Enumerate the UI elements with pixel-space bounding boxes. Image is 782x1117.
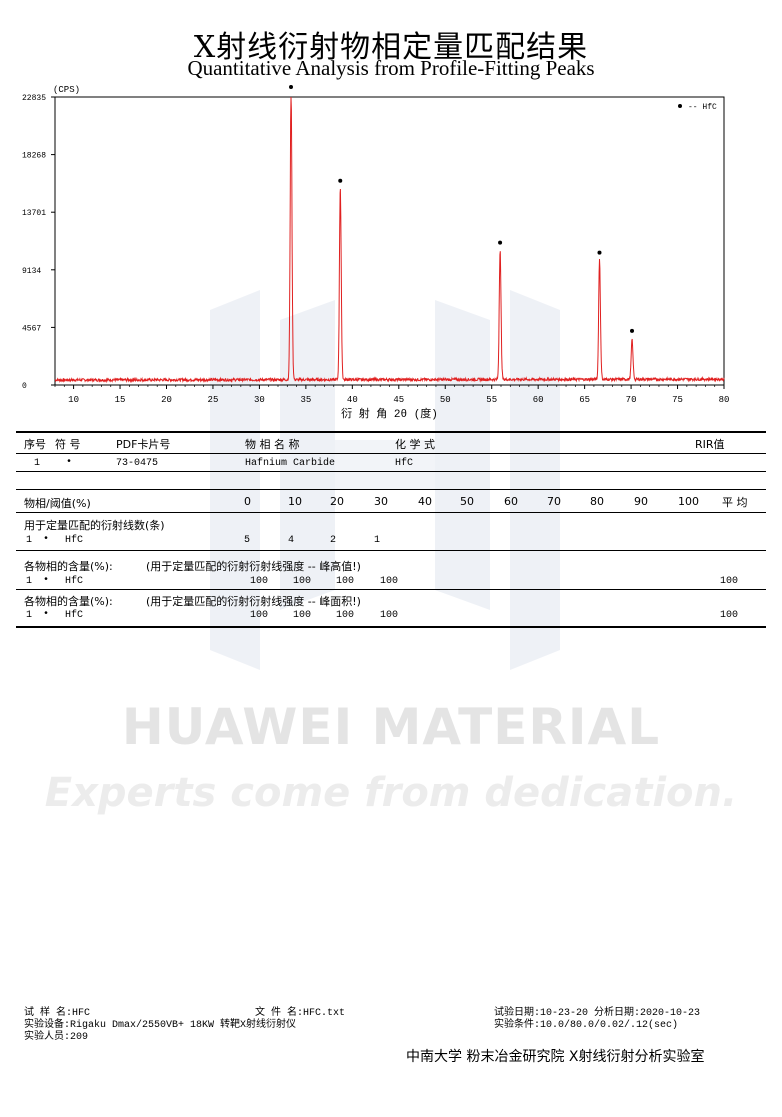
peak-marker xyxy=(630,328,635,333)
height-row-value: 100 xyxy=(380,576,399,587)
footer-equipment: 实验设备:Rigaku Dmax/2550VB+ 18KW 转靶X射线衍射仪 xyxy=(24,1020,297,1031)
y-tick-label: 9134 xyxy=(22,267,41,276)
y-tick-label: 18268 xyxy=(22,152,46,161)
header-symbol: 符 号 xyxy=(55,438,81,451)
lines-row-symbol: • xyxy=(43,534,50,545)
y-axis-label: (CPS) xyxy=(53,85,80,95)
threshold-column: 40 xyxy=(418,495,432,508)
height-row-value: 100 xyxy=(293,576,312,587)
peak-marker xyxy=(498,240,503,245)
height-row-average: 100 xyxy=(720,576,739,587)
legend-label: -- HfC xyxy=(688,103,717,112)
footer-conditions: 实验条件:10.0/80.0/0.02/.12(sec) xyxy=(494,1020,679,1031)
header-formula: 化 学 式 xyxy=(395,438,435,451)
area-row-value: 100 xyxy=(336,610,355,621)
x-tick-label: 15 xyxy=(115,395,126,405)
threshold-column: 50 xyxy=(460,495,474,508)
threshold-column: 30 xyxy=(374,495,388,508)
y-tick-label: 13701 xyxy=(22,209,46,218)
row-seq: 1 xyxy=(34,458,41,469)
x-tick-label: 40 xyxy=(347,395,358,405)
area-row-value: 100 xyxy=(380,610,399,621)
footer-operator: 实验人员:209 xyxy=(24,1032,89,1043)
header-rir: RIR值 xyxy=(695,438,725,451)
content-height-label: 各物相的含量(%): xyxy=(24,560,113,573)
x-tick-label: 45 xyxy=(393,395,404,405)
footer-file: 文 件 名:HFC.txt xyxy=(255,1008,346,1019)
footer-lab: 中南大学 粉末冶金研究院 X射线衍射分析实验室 xyxy=(406,1049,705,1065)
header-phase-name: 物 相 名 称 xyxy=(245,438,300,451)
footer-test-date: 试验日期:10-23-20 分析日期:2020-10-23 xyxy=(494,1008,701,1019)
x-tick-label: 10 xyxy=(68,395,79,405)
threshold-column: 60 xyxy=(504,495,518,508)
x-tick-label: 55 xyxy=(486,395,497,405)
x-tick-label: 60 xyxy=(533,395,544,405)
x-tick-label: 30 xyxy=(254,395,265,405)
content-height-note: (用于定量匹配的衍射衍射线强度 -- 峰高值!) xyxy=(146,560,361,573)
lines-section-title: 用于定量匹配的衍射线数(条) xyxy=(24,519,165,532)
height-row-value: 100 xyxy=(250,576,269,587)
y-tick-label: 4567 xyxy=(22,324,41,333)
lines-row-value: 1 xyxy=(374,535,381,546)
x-tick-label: 80 xyxy=(719,395,730,405)
area-row-average: 100 xyxy=(720,610,739,621)
header-seq: 序号 xyxy=(24,438,46,451)
area-row-phase: HfC xyxy=(65,610,84,621)
peak-marker xyxy=(289,85,294,89)
threshold-label: 物相/阈值(%) xyxy=(24,497,91,510)
x-axis-label: 衍 射 角 2θ (度) xyxy=(341,406,438,421)
watermark-slogan: Experts come from dedication. xyxy=(44,770,738,816)
x-tick-label: 65 xyxy=(579,395,590,405)
threshold-column: 10 xyxy=(288,495,302,508)
x-tick-label: 50 xyxy=(440,395,451,405)
peak-marker xyxy=(597,250,602,255)
row-symbol: • xyxy=(66,457,73,468)
threshold-column: 20 xyxy=(330,495,344,508)
area-row-symbol: • xyxy=(43,609,50,620)
legend-marker xyxy=(678,104,682,108)
threshold-average: 平 均 xyxy=(722,496,748,509)
plot-frame xyxy=(54,96,725,386)
lines-row-value: 4 xyxy=(288,535,295,546)
threshold-column: 90 xyxy=(634,495,648,508)
y-tick-label: 22835 xyxy=(22,94,46,103)
threshold-column: 70 xyxy=(547,495,561,508)
peak-marker xyxy=(338,178,343,183)
area-row-value: 100 xyxy=(293,610,312,621)
content-area-label: 各物相的含量(%): xyxy=(24,595,113,608)
watermark-brand: HUAWEI MATERIAL xyxy=(121,698,661,756)
threshold-column: 0 xyxy=(244,495,251,508)
lines-row-phase: HfC xyxy=(65,535,84,546)
xrd-chart: 0 4567 9134 13701 18268 22835 10 15 20 25 30 35 40 45… xyxy=(22,85,730,421)
row-formula: HfC xyxy=(395,458,414,469)
content-area-note: (用于定量匹配的衍射衍射线强度 -- 峰面积!) xyxy=(146,595,361,608)
area-row-seq: 1 xyxy=(26,610,33,621)
area-row-value: 100 xyxy=(250,610,269,621)
threshold-column: 80 xyxy=(590,495,604,508)
lines-row-seq: 1 xyxy=(26,535,33,546)
x-tick-label: 20 xyxy=(161,395,172,405)
x-tick-label: 75 xyxy=(672,395,683,405)
x-tick-label: 25 xyxy=(208,395,219,405)
y-tick-label: 0 xyxy=(22,382,27,391)
height-row-value: 100 xyxy=(336,576,355,587)
header-pdf: PDF卡片号 xyxy=(116,438,171,451)
diffraction-pattern xyxy=(54,96,725,384)
lines-row-value: 2 xyxy=(330,535,337,546)
report-title-cn: X射线衍射物相定量匹配结果 xyxy=(193,30,589,65)
footer-sample: 试 样 名:HFC xyxy=(24,1008,91,1019)
report-title-en: Quantitative Analysis from Profile-Fitti… xyxy=(187,56,595,80)
x-tick-label: 35 xyxy=(300,395,311,405)
threshold-column: 100 xyxy=(678,495,699,508)
row-pdf: 73-0475 xyxy=(116,458,159,469)
height-row-phase: HfC xyxy=(65,576,84,587)
height-row-symbol: • xyxy=(43,575,50,586)
lines-row-value: 5 xyxy=(244,535,251,546)
height-row-seq: 1 xyxy=(26,576,33,587)
row-phase-name: Hafnium Carbide xyxy=(245,458,336,469)
x-tick-label: 70 xyxy=(626,395,637,405)
